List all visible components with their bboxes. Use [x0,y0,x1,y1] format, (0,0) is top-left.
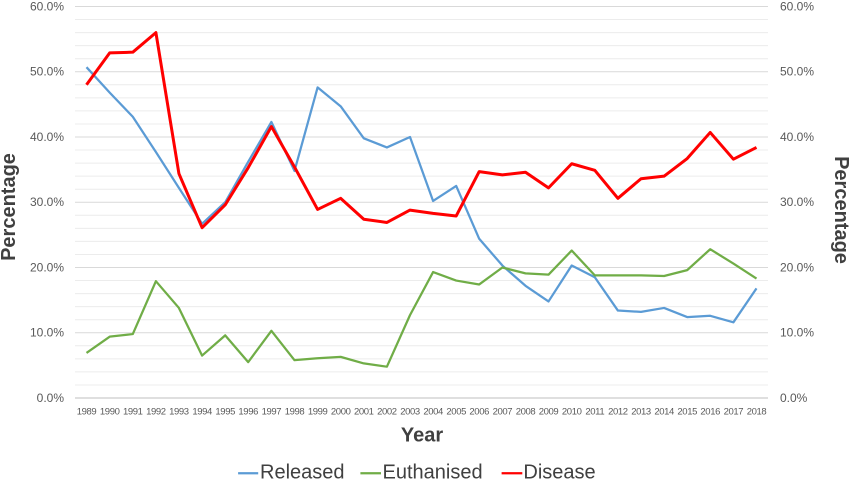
svg-text:2002: 2002 [377,407,397,418]
svg-text:2012: 2012 [608,407,628,418]
svg-text:2006: 2006 [469,407,489,418]
svg-text:1996: 1996 [238,407,258,418]
svg-text:2008: 2008 [516,407,536,418]
svg-text:2003: 2003 [400,407,420,418]
svg-text:1994: 1994 [192,407,212,418]
svg-text:1992: 1992 [146,407,166,418]
svg-text:20.0%: 20.0% [780,260,814,274]
svg-text:2005: 2005 [446,407,466,418]
svg-text:0.0%: 0.0% [780,391,808,405]
svg-text:Euthanised: Euthanised [383,462,483,483]
svg-text:60.0%: 60.0% [780,0,814,13]
svg-text:1990: 1990 [100,407,120,418]
svg-text:2001: 2001 [354,407,374,418]
svg-text:2007: 2007 [493,407,513,418]
svg-text:1995: 1995 [215,407,235,418]
svg-text:20.0%: 20.0% [30,260,64,274]
svg-text:1999: 1999 [308,407,328,418]
svg-text:2010: 2010 [562,407,582,418]
svg-text:10.0%: 10.0% [30,326,64,340]
svg-text:2013: 2013 [631,407,651,418]
svg-text:30.0%: 30.0% [30,195,64,209]
svg-text:2015: 2015 [677,407,697,418]
svg-text:Percentage: Percentage [830,156,850,264]
svg-text:50.0%: 50.0% [780,65,814,79]
svg-text:1989: 1989 [77,407,97,418]
svg-text:2016: 2016 [700,407,720,418]
svg-text:Percentage: Percentage [0,153,20,261]
svg-text:Year: Year [401,424,443,446]
svg-text:10.0%: 10.0% [780,326,814,340]
svg-text:60.0%: 60.0% [30,0,64,13]
svg-text:2011: 2011 [585,407,604,418]
svg-text:2014: 2014 [654,407,674,418]
svg-text:0.0%: 0.0% [37,391,65,405]
svg-text:2009: 2009 [539,407,559,418]
svg-text:1993: 1993 [169,407,189,418]
svg-text:1997: 1997 [262,407,282,418]
svg-text:2004: 2004 [423,407,443,418]
svg-text:2018: 2018 [747,407,767,418]
svg-text:40.0%: 40.0% [780,130,814,144]
svg-text:Disease: Disease [523,462,595,483]
svg-text:30.0%: 30.0% [780,195,814,209]
svg-text:2000: 2000 [331,407,351,418]
svg-text:2017: 2017 [724,407,744,418]
svg-text:50.0%: 50.0% [30,65,64,79]
svg-text:1998: 1998 [285,407,305,418]
svg-text:Released: Released [260,462,345,483]
svg-text:40.0%: 40.0% [30,130,64,144]
svg-text:1991: 1991 [123,407,143,418]
